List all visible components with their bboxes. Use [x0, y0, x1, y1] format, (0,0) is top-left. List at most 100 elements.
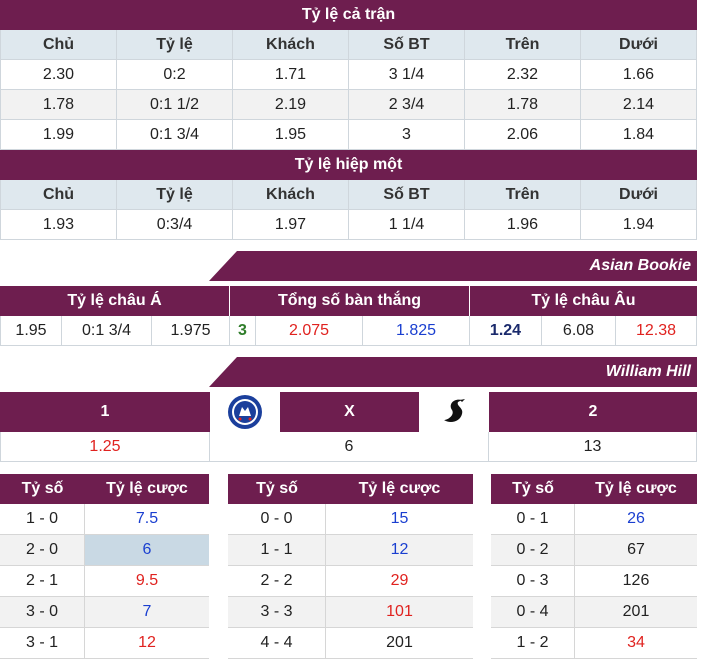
odds-cell: 1.99 — [0, 120, 117, 150]
odds-cell: 2.19 — [233, 90, 349, 120]
odds-cell: 2.14 — [581, 90, 697, 120]
table-row: 3 - 1 12 — [0, 628, 209, 659]
odds-cell: 1.84 — [581, 120, 697, 150]
table-row: 3 - 0 7 — [0, 597, 209, 628]
william-hill-row: 1.25 6 13 — [0, 432, 697, 462]
table-row: 0 - 2 67 — [491, 535, 697, 566]
table-row: 1.78 0:1 1/2 2.19 2 3/4 1.78 2.14 — [0, 90, 697, 120]
score-cell: 4 - 4 — [228, 628, 326, 658]
draw-odds: 6 — [210, 432, 489, 461]
table-row: 0 - 0 15 — [228, 504, 473, 535]
table-row: 4 - 4 201 — [228, 628, 473, 659]
asian-odds-header: Tỷ lệ châu Á — [0, 286, 230, 316]
asian-bookie-label: Asian Bookie — [589, 257, 691, 274]
odds-cell: 7 — [142, 603, 152, 620]
total-goals-line: 3 — [230, 316, 256, 345]
score-cell: 3 - 3 — [228, 597, 326, 627]
score-table-header: Tỷ số Tỷ lệ cược — [228, 474, 473, 504]
table-row: 0 - 1 26 — [491, 504, 697, 535]
col-odds: Tỷ lệ cược — [106, 480, 188, 497]
score-cell: 0 - 3 — [491, 566, 575, 596]
odds-cell: 67 — [627, 541, 645, 558]
asian-home-odds: 1.95 — [0, 316, 62, 345]
score-cell: 0 - 1 — [491, 504, 575, 534]
col-home: Chủ — [0, 180, 117, 210]
euro-away-odds: 12.38 — [616, 316, 697, 345]
total-goals-header: Tổng số bàn thắng — [230, 286, 470, 316]
col-home: Chủ — [0, 30, 117, 60]
score-cell: 1 - 2 — [491, 628, 575, 658]
odds-cell: 1 1/4 — [349, 210, 465, 240]
odds-cell: 0:2 — [117, 60, 233, 90]
home-win-header: 1 — [0, 392, 210, 432]
euro-draw-odds: 6.08 — [542, 316, 616, 345]
score-cell: 3 - 1 — [0, 628, 85, 658]
odds-cell: 7.5 — [135, 510, 159, 527]
home-win-odds: 1.25 — [0, 432, 210, 461]
asian-handicap: 0:1 3/4 — [62, 316, 152, 345]
table-row: 3 - 3 101 — [228, 597, 473, 628]
away-win-odds: 13 — [489, 432, 697, 461]
euro-home-odds: 1.24 — [470, 316, 542, 345]
col-handicap: Tỷ lệ — [117, 180, 233, 210]
odds-cell: 1.95 — [233, 120, 349, 150]
score-cell: 1 - 0 — [0, 504, 85, 534]
odds-cell: 1.93 — [0, 210, 117, 240]
score-cell: 2 - 1 — [0, 566, 85, 596]
odds-cell: 1.94 — [581, 210, 697, 240]
odds-cell: 6 — [85, 535, 209, 565]
table-row: 0 - 4 201 — [491, 597, 697, 628]
asian-bookie-tag: Asian Bookie — [209, 251, 697, 281]
odds-cell: 2.30 — [0, 60, 117, 90]
col-over: Trên — [465, 180, 581, 210]
swansea-swan-icon — [419, 392, 489, 432]
odds-cell: 1.96 — [465, 210, 581, 240]
odds-cell: 1.97 — [233, 210, 349, 240]
score-table-header: Tỷ số Tỷ lệ cược — [491, 474, 697, 504]
table-row: 1 - 1 12 — [228, 535, 473, 566]
william-hill-tag: William Hill — [209, 357, 697, 387]
odds-cell: 201 — [622, 603, 650, 620]
odds-cell: 12 — [138, 634, 156, 651]
asian-bookie-row: 1.95 0:1 3/4 1.975 3 2.075 1.825 1.24 6.… — [0, 316, 697, 346]
score-cell: 0 - 4 — [491, 597, 575, 627]
table-row: 1 - 0 7.5 — [0, 504, 209, 535]
odds-cell: 34 — [627, 634, 645, 651]
odds-cell: 1.78 — [0, 90, 117, 120]
score-cell: 3 - 0 — [0, 597, 85, 627]
euro-odds-header: Tỷ lệ châu Âu — [531, 292, 636, 309]
table-row: 2 - 1 9.5 — [0, 566, 209, 597]
col-away: Khách — [233, 30, 349, 60]
full-match-title: Tỷ lệ cả trận — [0, 0, 697, 30]
col-under: Dưới — [581, 180, 697, 210]
william-hill-header: 1 X 2 — [0, 392, 697, 432]
score-cell: 0 - 0 — [228, 504, 326, 534]
away-win-header: 2 — [489, 392, 697, 432]
score-cell: 2 - 2 — [228, 566, 326, 596]
table-row: 2.30 0:2 1.71 3 1/4 2.32 1.66 — [0, 60, 697, 90]
asian-bookie-header: Tỷ lệ châu Á Tổng số bàn thắng Tỷ lệ châ… — [0, 286, 697, 316]
odds-cell: 1.78 — [465, 90, 581, 120]
odds-cell: 0:1 1/2 — [117, 90, 233, 120]
col-under: Dưới — [581, 30, 697, 60]
odds-cell: 12 — [390, 541, 409, 558]
col-score: Tỷ số — [256, 480, 298, 497]
col-over: Trên — [465, 30, 581, 60]
odds-cell: 101 — [386, 603, 413, 620]
col-goals: Số BT — [349, 180, 465, 210]
table-row: 0 - 3 126 — [491, 566, 697, 597]
col-handicap: Tỷ lệ — [117, 30, 233, 60]
total-under-odds: 1.825 — [363, 316, 470, 345]
odds-cell: 1.71 — [233, 60, 349, 90]
odds-cell: 126 — [622, 572, 650, 589]
score-cell: 2 - 0 — [0, 535, 85, 565]
first-half-title: Tỷ lệ hiệp một — [0, 150, 697, 180]
first-half-header: Chủ Tỷ lệ Khách Số BT Trên Dưới — [0, 180, 697, 210]
odds-cell: 2.32 — [465, 60, 581, 90]
score-table-header: Tỷ số Tỷ lệ cược — [0, 474, 209, 504]
col-score: Tỷ số — [512, 480, 554, 497]
odds-cell: 9.5 — [135, 572, 159, 589]
table-row: 1 - 2 34 — [491, 628, 697, 659]
